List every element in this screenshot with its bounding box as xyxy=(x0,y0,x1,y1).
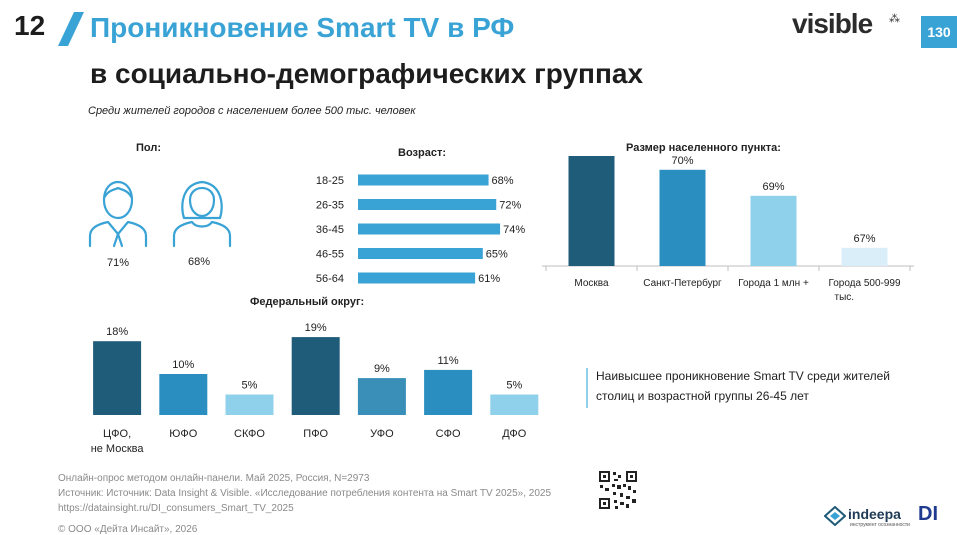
district-category-label: ДФО xyxy=(502,428,527,440)
district-category-label: СКФО xyxy=(234,428,265,440)
district-value-label: 11% xyxy=(437,355,458,367)
district-bar xyxy=(424,369,473,415)
district-bar xyxy=(159,374,208,415)
city-bar xyxy=(659,169,706,266)
district-chart: 18% ЦФО, не Москва 10% ЮФО 5% СКФО 19% ПФО 9% УФО 1… xyxy=(91,322,539,455)
city-category-label: Города 500-999 xyxy=(828,278,901,289)
city-category-label-line2: тыс. xyxy=(835,292,855,303)
slash-accent-icon xyxy=(58,12,84,46)
page-title: Проникновение Smart TV в РФ xyxy=(90,12,515,43)
indeepa-logo-icon xyxy=(824,506,846,526)
partner-tagline: инструмент осознанности xyxy=(850,522,910,528)
key-insight-note: Наивысшее проникновение Smart TV среди ж… xyxy=(596,369,890,403)
gender-label-women: 68% xyxy=(188,256,211,268)
city-bar xyxy=(568,156,615,266)
age-value-label: 65% xyxy=(486,249,508,261)
age-title: Возраст: xyxy=(398,147,446,159)
district-bar xyxy=(225,394,274,415)
district-value-label: 18% xyxy=(106,326,128,338)
data-insight-logo: DI xyxy=(918,503,938,525)
age-bar xyxy=(358,199,497,210)
city-value-label: 67% xyxy=(853,233,875,245)
footer-copyright: © ООО «Дейта Инсайт», 2026 xyxy=(58,524,198,535)
district-value-label: 10% xyxy=(172,359,194,371)
district-category-label: ЦФО, xyxy=(103,428,131,440)
district-category-label: СФО xyxy=(436,428,461,440)
note-accent-bar xyxy=(586,368,588,408)
man-icon xyxy=(88,180,148,248)
age-chart: 18-25 68% 26-35 72% 36-45 74% 46-55 65% 56-64 61% xyxy=(316,174,525,284)
logo-mark-icon: ⁂ xyxy=(889,13,900,25)
district-value-label: 9% xyxy=(374,363,390,375)
district-category-label: ПФО xyxy=(303,428,328,440)
district-bar xyxy=(490,394,539,415)
city-category-label: Города 1 млн + xyxy=(738,278,809,289)
age-category-label: 56-64 xyxy=(316,273,344,284)
chart-subtitle: Среди жителей городов с населением более… xyxy=(88,105,416,117)
age-category-label: 36-45 xyxy=(316,224,344,236)
city-value-label: 70% xyxy=(671,156,693,167)
district-bar xyxy=(291,337,340,415)
age-category-label: 26-35 xyxy=(316,200,344,212)
age-value-label: 74% xyxy=(503,224,525,236)
city-category-label: Москва xyxy=(574,278,609,289)
city-bar xyxy=(750,195,797,266)
gender-label-men: 71% xyxy=(107,257,130,269)
age-value-label: 68% xyxy=(492,175,514,187)
age-bar xyxy=(358,174,489,186)
city-title: Размер населенного пункта: xyxy=(626,142,781,154)
gender-title: Пол: xyxy=(136,142,162,154)
visible-logo: visible xyxy=(792,8,873,39)
district-title: Федеральный округ: xyxy=(250,296,365,308)
age-category-label: 46-55 xyxy=(316,249,344,261)
district-category-label: ЮФО xyxy=(169,428,197,440)
age-bar xyxy=(358,272,476,284)
qr-code-icon[interactable] xyxy=(598,470,638,510)
district-value-label: 5% xyxy=(506,380,522,392)
woman-icon xyxy=(172,180,232,248)
city-value-label: 69% xyxy=(762,181,784,193)
partner-logo: indeepa xyxy=(848,506,901,522)
district-value-label: 5% xyxy=(242,380,258,392)
age-value-label: 61% xyxy=(478,273,500,284)
city-bar xyxy=(841,247,888,266)
city-category-label: Санкт-Петербург xyxy=(643,277,722,289)
page-title-line2: в социально-демографических группах xyxy=(90,58,644,89)
age-bar xyxy=(358,223,501,235)
age-category-label: 18-25 xyxy=(316,175,344,187)
district-value-label: 19% xyxy=(305,322,327,334)
district-category-label: УФО xyxy=(370,428,394,440)
district-bar xyxy=(357,378,406,415)
footer-url[interactable]: https://datainsight.ru/DI_consumers_Smar… xyxy=(58,503,294,514)
footer-source: Источник: Источник: Data Insight & Visib… xyxy=(58,488,552,499)
age-value-label: 72% xyxy=(499,200,521,212)
footer-method: Онлайн-опрос методом онлайн-панели. Май … xyxy=(58,473,370,484)
slide-number: 12 xyxy=(14,10,46,41)
page-number-badge: 130 xyxy=(921,16,957,48)
district-bar xyxy=(93,341,142,415)
district-category-label-line2: не Москва xyxy=(91,443,145,455)
age-bar xyxy=(358,248,483,259)
